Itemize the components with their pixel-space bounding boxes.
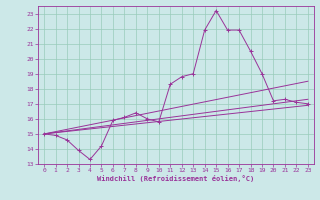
X-axis label: Windchill (Refroidissement éolien,°C): Windchill (Refroidissement éolien,°C) [97,175,255,182]
